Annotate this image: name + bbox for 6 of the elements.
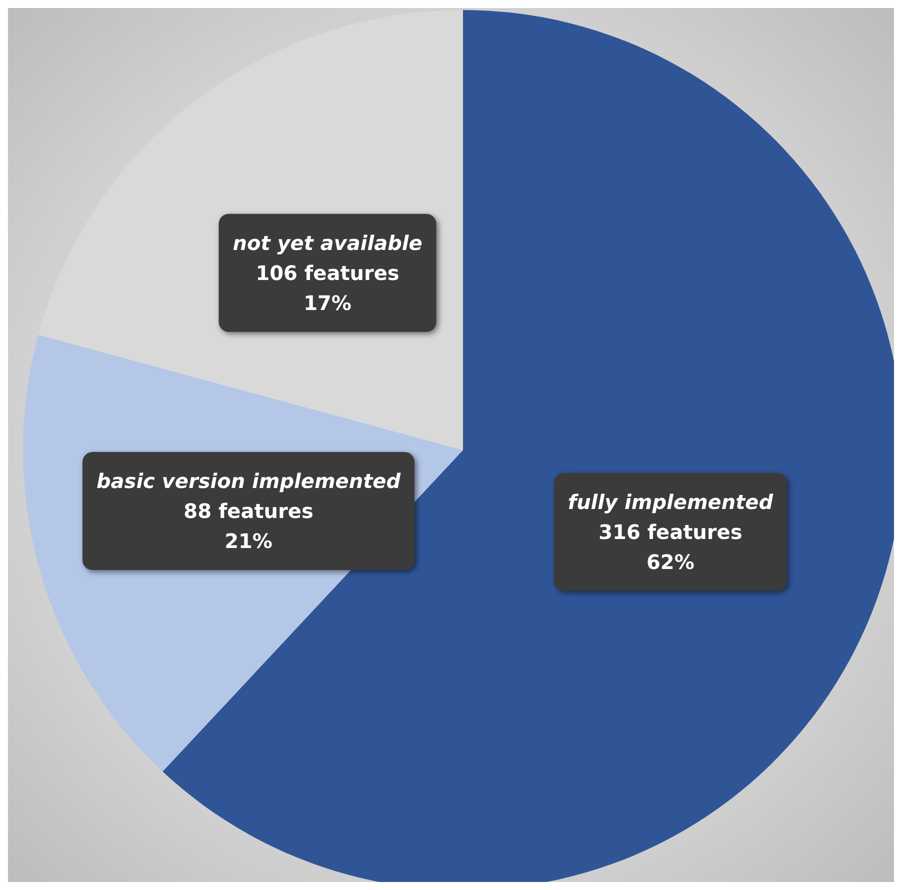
- slice-label: basic version implemented: [96, 469, 402, 494]
- slice-label: not yet available: [232, 230, 422, 255]
- data-label: 316 features 62%: [598, 520, 742, 574]
- data-label: 88 features 21%: [184, 499, 314, 554]
- slice-label: fully implemented: [568, 490, 774, 514]
- data-label: 106 features 17%: [256, 260, 400, 315]
